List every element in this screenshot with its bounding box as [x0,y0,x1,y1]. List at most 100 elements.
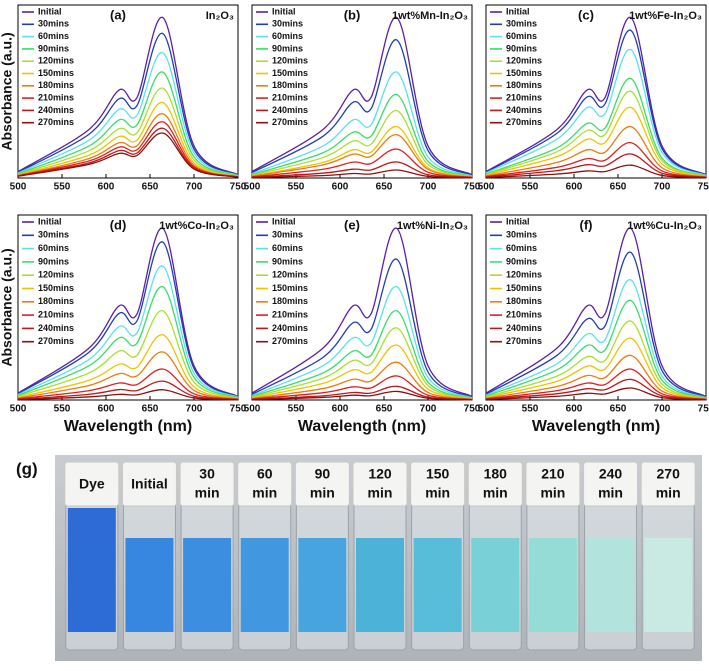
legend-label: 120mins [272,270,308,280]
legend-label: 150mins [506,283,542,293]
spectrum-line [17,16,239,176]
legend-label: 90mins [38,256,69,266]
vial-label: 150 [426,466,450,482]
legend-label: 30mins [272,19,303,29]
legend-label: 30mins [272,230,303,240]
x-tick-label: 700 [420,404,437,415]
vial: 90 min [294,461,350,651]
plot-area [251,214,473,401]
spectrum-line [485,16,707,176]
legend-label: Initial [38,216,62,226]
spectrum-line [485,378,707,401]
x-tick-label: 600 [332,182,349,193]
legend-label: 270mins [38,336,74,346]
vial: 60 min [237,461,293,651]
x-tick-label: 700 [420,182,437,193]
legend-label: 240mins [272,105,308,115]
vial-liquid [586,538,635,632]
legend-label: 180mins [272,80,308,90]
spectrum-line [485,153,707,179]
photo-label: (g) [16,459,38,478]
y-axis-label: Absorbance (a.u.) [0,32,15,150]
spectrum-line [485,354,707,400]
legend-label: 60mins [272,243,303,253]
x-tick-label: 600 [332,404,349,415]
legend-label: 60mins [272,31,303,41]
vial-label: 270 [657,466,681,482]
legend-label: 270mins [38,117,74,127]
spectrum-line [485,252,707,398]
vial-liquid [644,538,693,632]
x-tick-label: 500 [10,182,27,193]
vial-label: min [252,485,277,501]
panel: 500 550 600 650 700 750 Initial 30mins 60mins 90m… [0,4,247,193]
vial-label: Dye [79,476,105,492]
spectrum-line [251,16,473,176]
vial-label: min [656,485,681,501]
spectrum-line [17,389,239,401]
legend-label: 150mins [38,283,74,293]
spectrum-line [251,110,473,178]
x-tick-label: 750 [464,404,481,415]
legend-label: 210mins [272,309,308,319]
legend-label: 180mins [506,296,542,306]
x-tick-label: 550 [288,182,305,193]
spectrum-line [251,375,473,401]
spectrum-line [17,227,239,398]
spectrum-line [251,148,473,179]
x-tick-label: 700 [186,182,203,193]
vial-label: 90 [315,466,331,482]
vial-label: 120 [368,466,392,482]
vial-cap [121,461,177,507]
spectrum-line [485,49,707,177]
legend-label: 60mins [38,31,69,41]
x-tick-label: 600 [566,404,583,415]
vial: 240 min [583,461,639,651]
legend-label: 90mins [506,43,537,53]
spectrum-line [251,390,473,401]
x-tick-label: 750 [464,182,481,193]
panel-label: (b) [344,7,361,22]
legend-label: 180mins [506,80,542,90]
panel: 500 550 600 650 700 750 Initial 30mins 60mins 90m… [478,214,709,435]
x-tick-label: 550 [522,404,539,415]
vial: Dye [64,461,120,651]
vial-label: min [540,485,565,501]
legend-label: 150mins [272,68,308,78]
spectrum-line [485,320,707,400]
x-tick-label: 500 [10,404,27,415]
spectrum-line [251,39,473,176]
legend-label: Initial [506,6,530,16]
x-tick-label: 600 [98,404,115,415]
vial: 30 min [179,461,235,651]
spectrum-line [251,361,473,400]
vial: 180 min [467,461,523,651]
x-tick-label: 700 [654,404,671,415]
legend-label: 240mins [38,323,74,333]
vial-cap [640,461,696,507]
x-axis-label: Wavelength (nm) [532,418,660,435]
x-tick-label: 650 [376,182,393,193]
legend-label: Initial [506,216,530,226]
vial: 150 min [410,461,466,651]
x-tick-label: 750 [698,182,709,193]
spectrum-line [485,387,707,401]
vial-liquid [240,538,289,632]
spectrum-line [17,241,239,398]
legend-label: 210mins [38,92,74,102]
spectrum-line [485,90,707,177]
spectrum-line [251,71,473,177]
panel-label: (e) [344,217,360,232]
vial-label: min [483,485,508,501]
vial: 120 min [352,461,408,651]
x-axis-label: Wavelength (nm) [298,418,426,435]
x-tick-label: 650 [142,404,159,415]
spectrum-line [485,164,707,179]
x-tick-label: 650 [610,404,627,415]
vial-label: min [310,485,335,501]
x-axis-label: Wavelength (nm) [64,418,192,435]
panel-subtitle: 1wt%Co-In₂O₃ [159,220,234,232]
spectrum-line [251,161,473,179]
spectrum-line [485,368,707,400]
spectrum-line [485,142,707,179]
